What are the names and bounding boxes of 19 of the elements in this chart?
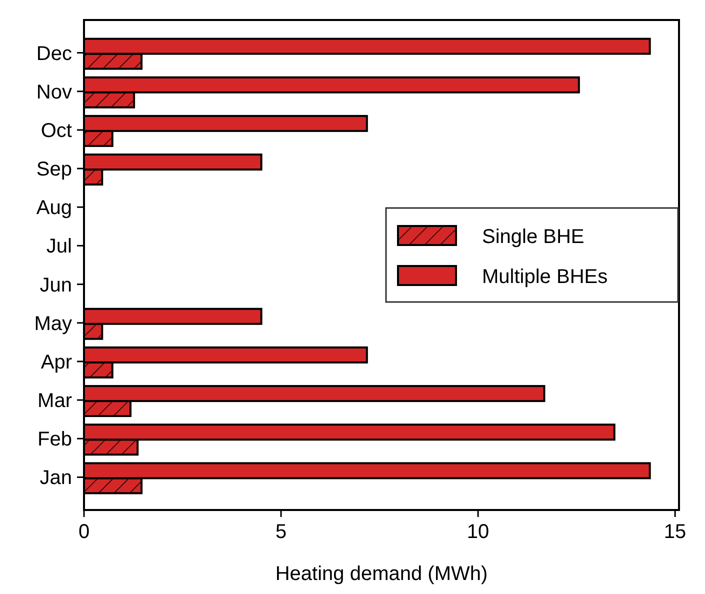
y-tick-label: Aug	[36, 197, 72, 220]
y-tick-label: Jul	[46, 236, 72, 258]
y-tick-label: Nov	[36, 81, 72, 104]
legend-label: Single BHE	[482, 226, 584, 248]
y-tick-label: Mar	[38, 390, 72, 412]
x-tick-label: 0	[78, 521, 90, 543]
y-tick-label: Dec	[36, 42, 72, 65]
y-tick-label: Apr	[40, 351, 72, 374]
y-tick-label: Oct	[40, 120, 72, 142]
x-tick-label: 5	[275, 521, 287, 543]
x-tick-label: 10	[466, 521, 490, 543]
y-tick-label: Jan	[40, 467, 72, 490]
y-tick-label: Jun	[40, 274, 72, 296]
y-tick-label: May	[34, 312, 72, 335]
x-axis-title: Heating demand (MWh)	[275, 563, 488, 585]
x-tick-label: 15	[664, 521, 686, 543]
y-tick-label: Feb	[38, 428, 72, 451]
y-tick-label: Sep	[36, 158, 72, 181]
legend-label: Multiple BHEs	[482, 266, 608, 288]
